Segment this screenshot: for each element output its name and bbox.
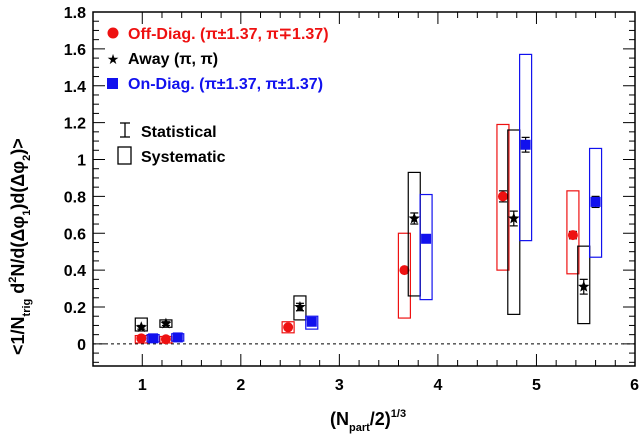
y-tick-label: 0.6	[64, 226, 86, 243]
away-point	[578, 280, 590, 292]
off-diag-point	[160, 334, 171, 345]
off-diag-point	[399, 265, 410, 276]
off-diag-systematic-box	[496, 123, 510, 271]
legend-label-on-diag: On-Diag. (π±1.37, π±1.37)	[128, 76, 323, 93]
legend-label-off-diag: Off-Diag. (π±1.37, π∓1.37)	[128, 26, 329, 43]
y-tick-label: 0.2	[64, 300, 86, 317]
legend-marker-systematic	[117, 146, 132, 165]
legend-label-statistical: Statistical	[141, 124, 217, 141]
legend-marker-on-diag	[107, 78, 118, 89]
on-diag-point	[148, 333, 159, 344]
on-diag-systematic-box	[305, 315, 319, 330]
y-axis-title: <1/Ntrig d2N/d(Δφ1)d(Δφ2)>	[7, 138, 33, 355]
x-tick-label: 1	[138, 377, 147, 394]
x-tick-label: 5	[532, 377, 541, 394]
y-tick-label: 1.6	[64, 42, 86, 59]
legend: Off-Diag. (π±1.37, π∓1.37) ★ Away (π, π)…	[107, 26, 329, 166]
away-point	[160, 317, 172, 329]
on-diag-systematic-box	[519, 53, 533, 242]
off-diag-point	[567, 230, 578, 241]
on-diag-systematic-box	[588, 147, 603, 258]
away-systematic-box	[293, 295, 307, 321]
legend-label-away: Away (π, π)	[128, 51, 218, 68]
away-point	[294, 301, 306, 312]
x-axis-title: (Npart/2)1/3	[330, 408, 406, 434]
legend-marker-statistical	[120, 122, 130, 138]
legend-marker-away: ★	[107, 52, 120, 68]
x-tick-label: 2	[236, 377, 245, 394]
x-tick-label: 6	[630, 377, 639, 394]
on-diag-point	[421, 233, 432, 244]
y-tick-label: 1.4	[64, 79, 86, 96]
y-axis-ticks: 0 0.2 0.4 0.6 0.8 1 1.2 1.4 1.6 1.8	[64, 5, 635, 363]
legend-label-systematic: Systematic	[141, 149, 226, 166]
y-tick-label: 1	[77, 153, 86, 170]
x-tick-label: 4	[433, 377, 442, 394]
on-diag-point	[520, 139, 531, 150]
y-tick-label: 1.2	[64, 116, 86, 133]
away-systematic-box	[134, 317, 148, 332]
y-tick-label: 0	[77, 337, 86, 354]
away-systematic-box	[577, 245, 591, 325]
off-diag-point	[283, 322, 294, 333]
away-point	[135, 321, 147, 333]
data-marks	[134, 53, 603, 345]
y-tick-label: 0.8	[64, 189, 86, 206]
on-diag-point	[306, 316, 317, 327]
away-point	[408, 212, 420, 224]
on-diag-systematic-box	[419, 193, 433, 301]
off-diag-systematic-box	[397, 232, 412, 319]
plot-frame	[92, 11, 636, 367]
y-tick-label: 0.4	[64, 263, 86, 280]
off-diag-systematic-box	[566, 190, 580, 275]
legend-marker-off-diag	[107, 27, 119, 39]
x-axis-ticks: 1 2 3 4 5 6	[138, 12, 639, 394]
away-point	[508, 212, 520, 224]
off-diag-point	[497, 191, 508, 202]
y-tick-label: 1.8	[64, 5, 86, 22]
off-diag-systematic-box	[281, 321, 295, 334]
on-diag-point	[590, 196, 601, 207]
off-diag-point	[136, 333, 147, 344]
x-tick-label: 3	[335, 377, 344, 394]
on-diag-point	[172, 332, 183, 343]
